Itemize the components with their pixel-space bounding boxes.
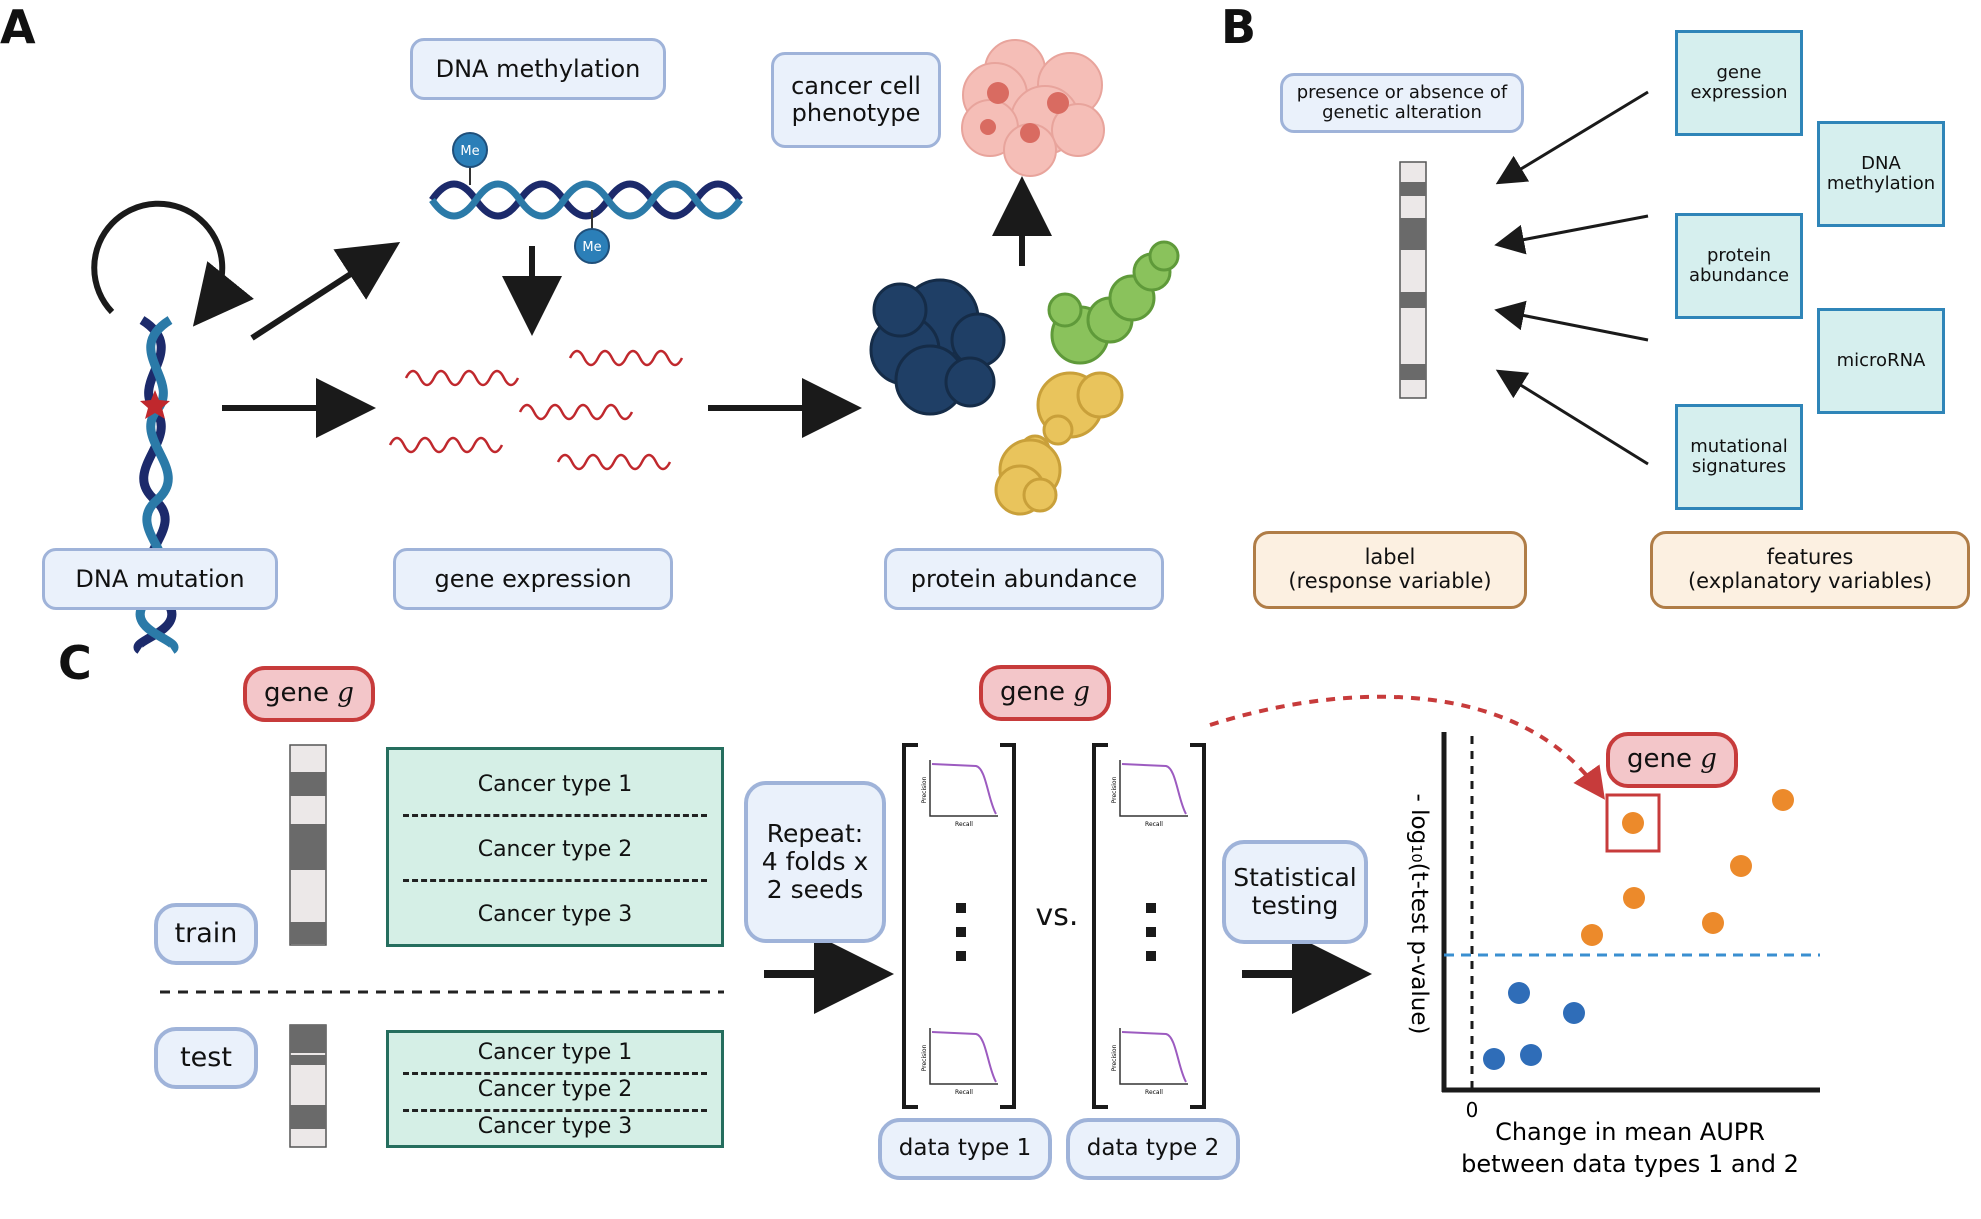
- test-separator-1: [403, 1072, 707, 1075]
- gene-symbol: g: [1700, 744, 1717, 775]
- data-type-1-label: data type 1: [878, 1118, 1052, 1180]
- me-label-2: Me: [582, 240, 601, 255]
- me-label-1: Me: [460, 144, 479, 159]
- gene-symbol: g: [1073, 677, 1090, 708]
- mini-pr-curve: Precision Recall: [921, 760, 998, 828]
- gene-symbol: g: [337, 678, 354, 709]
- feature-protein-abundance: protein abundance: [1675, 213, 1803, 319]
- dashed-arrow-gene-highlight: [1209, 694, 1605, 800]
- scatter-point-nonsignificant: [1508, 982, 1530, 1004]
- gene-g-label-1: gene g: [243, 666, 375, 722]
- result-bracket-2: [1092, 743, 1206, 1109]
- gene-word: gene: [1627, 744, 1701, 775]
- train-separator-1: [403, 814, 707, 817]
- mini-pr-curve: Precision Recall: [1111, 760, 1188, 828]
- feature-dna-methylation: DNA methylation: [1817, 121, 1945, 227]
- train-cancer-type-1: Cancer type 1: [477, 772, 633, 797]
- scatter-zero-label: 0: [1466, 1098, 1479, 1122]
- train-separator-2: [403, 879, 707, 882]
- mini-pr-curve: Precision Recall: [1111, 1028, 1188, 1096]
- feature-vector-icon: [1399, 161, 1427, 399]
- mini-plot-x-label: Recall: [955, 821, 973, 828]
- mrna-icon: [388, 349, 684, 471]
- vs-label: vs.: [1035, 898, 1079, 934]
- arrow-mutation-to-methylation: [250, 241, 401, 341]
- scatter-x-label-line2: between data types 1 and 2: [1461, 1150, 1799, 1178]
- dna-mutation-box: DNA mutation: [42, 548, 278, 610]
- test-cancer-type-3: Cancer type 3: [477, 1114, 633, 1139]
- protein-icon: [869, 240, 1180, 516]
- train-cancer-type-3: Cancer type 3: [477, 902, 633, 927]
- mini-plot-y-label: Precision: [1111, 1044, 1118, 1071]
- panel-label-c: C: [58, 636, 92, 690]
- arrow-feature-2: [1494, 214, 1649, 255]
- mini-plot-y-label: Precision: [1111, 776, 1118, 803]
- scatter-point-significant: [1622, 812, 1644, 834]
- feature-mutational-signatures: mutational signatures: [1675, 404, 1803, 510]
- self-loop-arrow: [91, 200, 254, 327]
- scatter-point-nonsignificant: [1483, 1048, 1505, 1070]
- methylated-dna-icon: [429, 132, 743, 264]
- scatter-point-significant: [1581, 924, 1603, 946]
- dna-methylation-box: DNA methylation: [410, 38, 666, 100]
- gene-g-label-2: gene g: [979, 665, 1111, 721]
- train-label-vector: [289, 744, 327, 946]
- label-title-box: presence or absence of genetic alteratio…: [1280, 73, 1524, 133]
- gene-g-label-3: gene g: [1606, 732, 1738, 788]
- mini-plot-y-label: Precision: [921, 1044, 928, 1071]
- test-label-vector: [289, 1024, 327, 1148]
- scatter-point-nonsignificant: [1563, 1002, 1585, 1024]
- scatter-point-significant: [1623, 887, 1645, 909]
- repeat-box: Repeat: 4 folds x 2 seeds: [744, 781, 886, 943]
- protein-abundance-box: protein abundance: [884, 548, 1164, 610]
- features-explanatory-box: features (explanatory variables): [1650, 531, 1970, 609]
- panel-label-b: B: [1221, 0, 1257, 54]
- scatter-point-nonsignificant: [1520, 1044, 1542, 1066]
- gene-word: gene: [264, 678, 338, 709]
- scatter-point-significant: [1730, 855, 1752, 877]
- arrow-feature-4: [1495, 369, 1649, 466]
- feature-microrna: microRNA: [1817, 308, 1945, 414]
- ellipsis-dots-1: [956, 903, 966, 961]
- mini-plot-x-label: Recall: [1145, 821, 1163, 828]
- train-label: train: [154, 903, 258, 965]
- mini-pr-plots: Precision Recall Precision Recall Precision R…: [921, 760, 1188, 1096]
- highlight-box: [1605, 793, 1661, 853]
- arrow-feature-1: [1495, 90, 1649, 185]
- gene-word: gene: [1000, 677, 1074, 708]
- scatter-axes: [1441, 732, 1820, 1093]
- scatter-point-significant: [1772, 789, 1794, 811]
- train-cancer-type-2: Cancer type 2: [477, 837, 633, 862]
- scatter-points: [1483, 789, 1794, 1070]
- test-cancer-type-2: Cancer type 2: [477, 1077, 633, 1102]
- train-split-table: Cancer type 1 Cancer type 2 Cancer type …: [386, 747, 724, 947]
- dna-helix-icon: [133, 316, 179, 654]
- panel-label-a: A: [0, 0, 36, 54]
- cancer-cell-phenotype-box: cancer cell phenotype: [771, 52, 941, 148]
- mini-plot-x-label: Recall: [1145, 1089, 1163, 1096]
- ellipsis-dots-2: [1146, 903, 1156, 961]
- scatter-x-label-line1: Change in mean AUPR: [1495, 1118, 1765, 1146]
- arrow-feature-3: [1494, 300, 1649, 342]
- gene-expression-box: gene expression: [393, 548, 673, 610]
- test-split-table: Cancer type 1 Cancer type 2 Cancer type …: [386, 1030, 724, 1148]
- scatter-point-significant: [1702, 912, 1724, 934]
- test-label: test: [154, 1027, 258, 1089]
- label-response-box: label (response variable): [1253, 531, 1527, 609]
- test-cancer-type-1: Cancer type 1: [477, 1040, 633, 1065]
- result-bracket-1: [902, 743, 1016, 1109]
- feature-gene-expression: gene expression: [1675, 30, 1803, 136]
- mini-plot-y-label: Precision: [921, 776, 928, 803]
- statistical-testing-box: Statistical testing: [1222, 840, 1368, 944]
- cancer-cells-icon: [961, 39, 1105, 177]
- data-type-2-label: data type 2: [1066, 1118, 1240, 1180]
- mini-plot-x-label: Recall: [955, 1089, 973, 1096]
- scatter-y-label: - log₁₀(t-test p-value): [1406, 794, 1432, 1035]
- mini-pr-curve: Precision Recall: [921, 1028, 998, 1096]
- test-separator-2: [403, 1109, 707, 1112]
